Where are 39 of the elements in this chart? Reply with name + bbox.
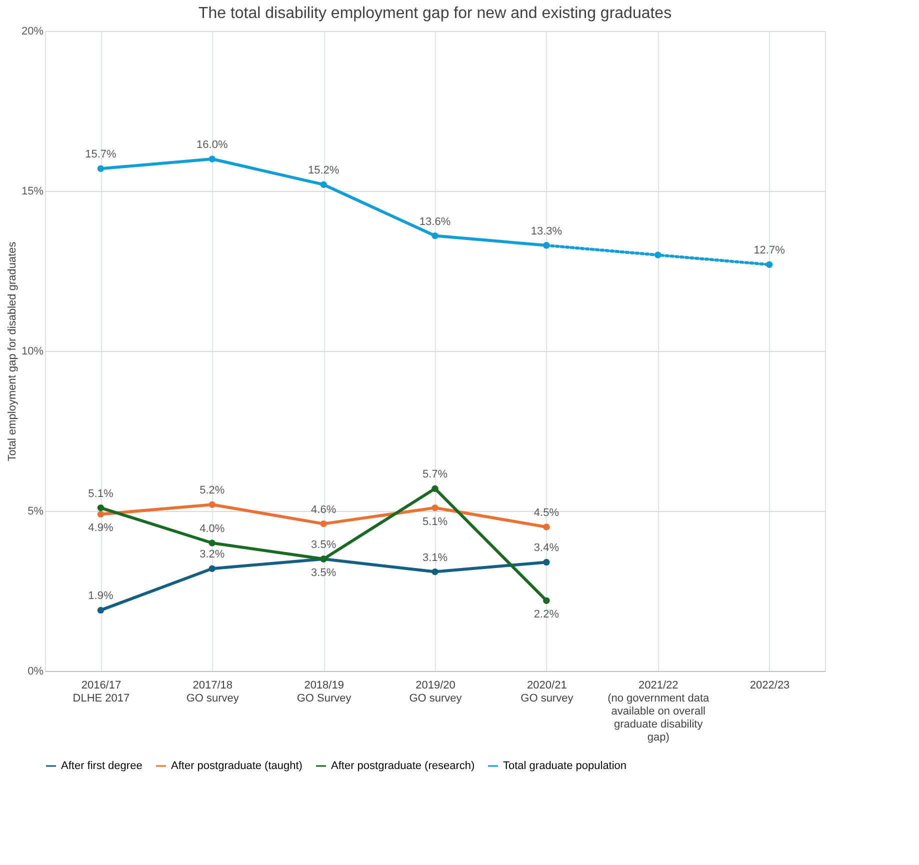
data-label: 4.9%: [88, 522, 114, 534]
y-tick-label: 5%: [28, 506, 44, 518]
data-label: 12.7%: [754, 244, 786, 257]
data-label: 16.0%: [196, 139, 228, 151]
data-label: 4.0%: [200, 523, 225, 535]
legend-label: Total graduate population: [503, 760, 627, 772]
legend-label: After first degree: [61, 760, 142, 772]
data-label: 3.4%: [534, 542, 560, 554]
y-axis-title: Total employment gap for disabled graduates: [6, 241, 18, 462]
data-label: 3.2%: [200, 548, 225, 561]
x-tick-label: 2019/20 GO survey: [409, 680, 462, 704]
data-label: 5.7%: [422, 468, 448, 481]
legend-label: After postgraduate (taught): [171, 760, 302, 772]
y-tick-label: 15%: [21, 186, 44, 198]
y-tick-label: 20%: [21, 26, 44, 38]
chart-title: The total disability employment gap for new and existing graduates: [198, 5, 672, 22]
data-label: 3.5%: [311, 539, 336, 551]
data-label: 15.2%: [308, 164, 340, 177]
data-label: 15.7%: [85, 148, 117, 161]
data-label: 5.1%: [422, 516, 448, 528]
data-label: 13.6%: [419, 216, 451, 228]
x-tick-label: 2020/21 GO survey: [520, 680, 574, 704]
data-label: 5.1%: [88, 488, 114, 500]
data-label: 3.1%: [422, 552, 448, 564]
data-label: 1.9%: [88, 590, 114, 602]
y-tick-label: 10%: [21, 346, 44, 358]
data-label: 5.2%: [200, 484, 225, 497]
x-tick-label: 2016/17 DLHE 2017: [72, 680, 130, 704]
data-label: 2.2%: [534, 608, 560, 621]
y-tick-label: 0%: [28, 666, 44, 678]
legend-label: After postgraduate (research): [331, 760, 475, 772]
x-tick-label: 2021/22 (no government data available on overall graduate disability gap): [608, 680, 710, 744]
x-tick-label: 2018/19 GO Survey: [296, 680, 352, 704]
x-tick-label: 2022/23: [750, 680, 790, 692]
data-label: 4.6%: [311, 504, 336, 516]
data-label: 4.5%: [534, 507, 560, 519]
data-label: 13.3%: [530, 225, 562, 238]
data-label: 3.5%: [311, 567, 336, 579]
x-tick-label: 2017/18 GO survey: [186, 680, 240, 704]
